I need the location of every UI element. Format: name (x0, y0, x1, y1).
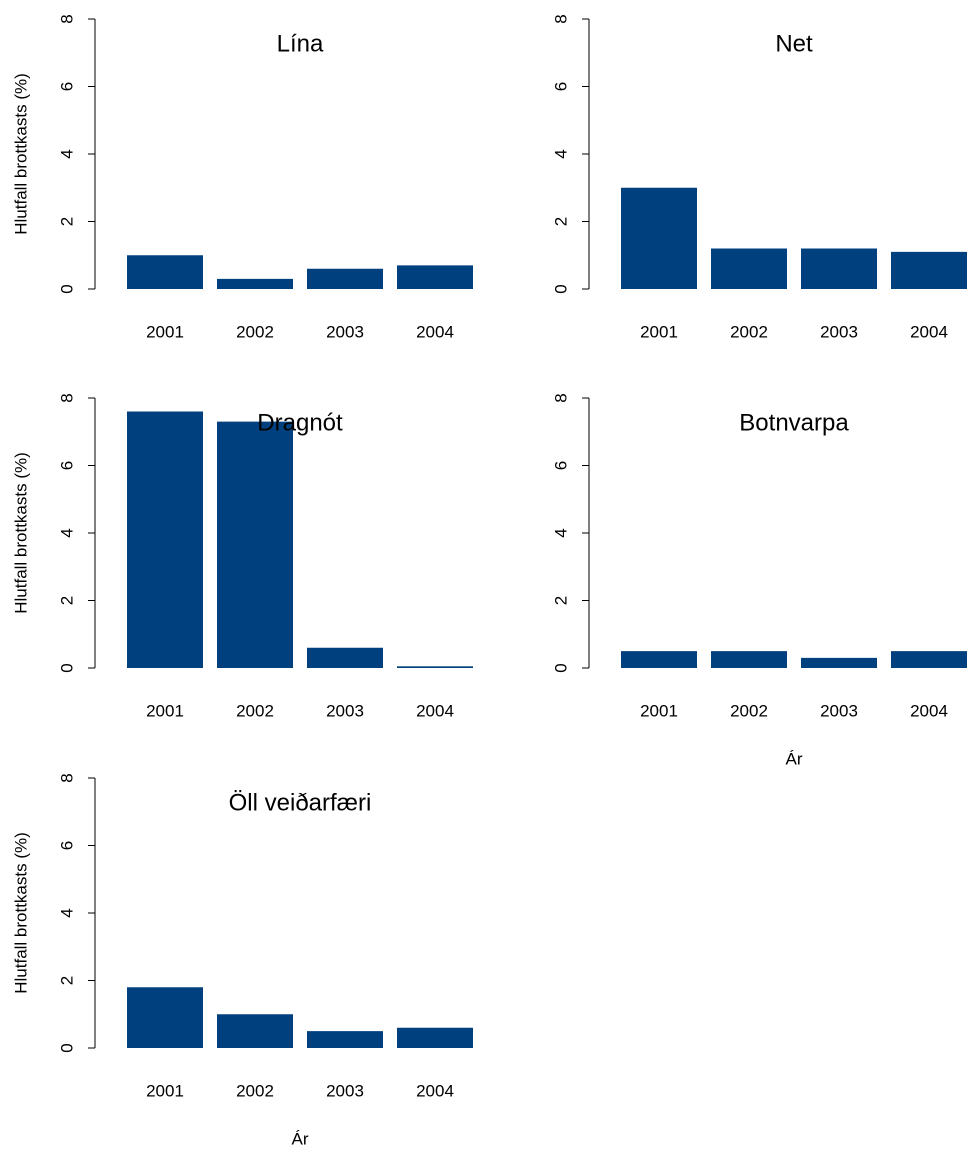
bar (801, 248, 877, 289)
panel-title: Botnvarpa (739, 409, 849, 436)
bar (397, 1027, 473, 1048)
x-tick-label: 2001 (640, 701, 678, 720)
x-tick-label: 2002 (730, 701, 768, 720)
bar (397, 265, 473, 289)
x-tick-label: 2001 (146, 701, 184, 720)
x-tick-label: 2004 (416, 1081, 454, 1100)
x-tick-label: 2003 (820, 701, 858, 720)
bar (711, 248, 787, 289)
panel-title: Öll veiðarfæri (229, 789, 372, 816)
bar (217, 421, 293, 668)
bar (217, 1014, 293, 1048)
y-axis-label: Hlutfall brottkasts (%) (11, 832, 30, 994)
y-tick-label: 6 (57, 841, 76, 850)
bar (307, 647, 383, 668)
x-tick-label: 2001 (640, 322, 678, 341)
y-tick-label: 0 (551, 284, 570, 293)
bar (127, 987, 203, 1048)
y-tick-label: 8 (551, 393, 570, 402)
bar (127, 255, 203, 289)
y-tick-label: 4 (551, 528, 570, 537)
y-tick-label: 8 (57, 14, 76, 23)
y-axis-label: Hlutfall brottkasts (%) (11, 452, 30, 614)
y-tick-label: 2 (57, 217, 76, 226)
bar (397, 666, 473, 668)
y-tick-label: 0 (57, 1043, 76, 1052)
bar (621, 187, 697, 289)
x-axis-label: Ár (786, 749, 803, 768)
y-tick-label: 2 (57, 596, 76, 605)
bar (127, 411, 203, 668)
y-axis-label: Hlutfall brottkasts (%) (11, 73, 30, 235)
y-tick-label: 4 (57, 908, 76, 917)
panel-title: Net (775, 30, 813, 57)
x-axis-label: Ár (292, 1129, 309, 1148)
y-tick-label: 0 (551, 663, 570, 672)
y-tick-label: 6 (57, 82, 76, 91)
x-tick-label: 2004 (416, 322, 454, 341)
y-tick-label: 6 (57, 461, 76, 470)
bar (801, 657, 877, 668)
y-tick-label: 6 (551, 461, 570, 470)
x-tick-label: 2003 (820, 322, 858, 341)
y-tick-label: 2 (551, 596, 570, 605)
x-tick-label: 2002 (236, 322, 274, 341)
panel-title: Lína (277, 30, 324, 57)
bar (307, 1031, 383, 1048)
x-tick-label: 2004 (910, 322, 948, 341)
bar (891, 251, 967, 289)
y-tick-label: 8 (57, 393, 76, 402)
y-tick-label: 2 (551, 217, 570, 226)
y-tick-label: 2 (57, 976, 76, 985)
x-tick-label: 2002 (730, 322, 768, 341)
x-tick-label: 2003 (326, 1081, 364, 1100)
x-tick-label: 2002 (236, 1081, 274, 1100)
x-tick-label: 2004 (910, 701, 948, 720)
bar (711, 651, 787, 668)
y-tick-label: 8 (551, 14, 570, 23)
bar (621, 651, 697, 668)
x-tick-label: 2003 (326, 322, 364, 341)
bar (217, 278, 293, 289)
y-tick-label: 8 (57, 773, 76, 782)
x-tick-label: 2002 (236, 701, 274, 720)
panel-title: Dragnót (257, 409, 343, 436)
x-tick-label: 2003 (326, 701, 364, 720)
y-tick-label: 4 (551, 149, 570, 158)
y-tick-label: 6 (551, 82, 570, 91)
bar (307, 268, 383, 289)
x-tick-label: 2001 (146, 1081, 184, 1100)
y-tick-label: 0 (57, 284, 76, 293)
y-tick-label: 0 (57, 663, 76, 672)
y-tick-label: 4 (57, 149, 76, 158)
y-tick-label: 4 (57, 528, 76, 537)
bar (891, 651, 967, 668)
x-tick-label: 2001 (146, 322, 184, 341)
x-tick-label: 2004 (416, 701, 454, 720)
